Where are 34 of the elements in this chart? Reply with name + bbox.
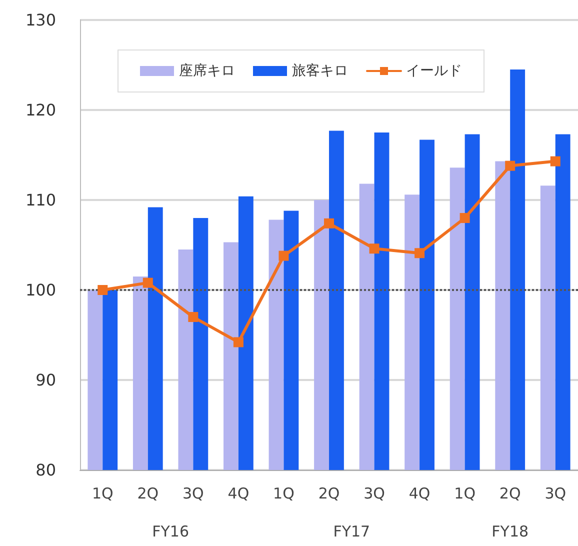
y-tick-label: 80 — [36, 460, 56, 480]
text: FY17 — [333, 522, 370, 540]
point — [505, 160, 516, 171]
x-tick-label: 1Q — [273, 484, 294, 502]
text: FY18 — [492, 522, 529, 540]
point — [460, 213, 470, 223]
x-tick-label: 1Q — [454, 484, 476, 502]
x-tick-label: 3Q — [182, 484, 204, 502]
text: FY16 — [152, 522, 189, 540]
point — [278, 250, 289, 261]
point — [188, 312, 198, 322]
legend-label: 旅客キロ — [292, 63, 348, 79]
point — [324, 218, 334, 228]
x-tick-label: 2Q — [499, 484, 521, 502]
point — [98, 285, 108, 295]
x-tick-label: 3Q — [544, 484, 566, 502]
x-tick-label: 2Q — [318, 484, 340, 502]
y-tick-label: 110 — [25, 190, 56, 210]
point — [233, 337, 244, 348]
y-tick-label: 120 — [25, 100, 56, 120]
x-tick-label: 4Q — [228, 484, 250, 502]
point — [414, 248, 425, 258]
x-tick-label: 4Q — [408, 484, 430, 502]
point — [369, 244, 380, 254]
y-tick-label: 100 — [25, 280, 56, 300]
point — [550, 156, 560, 166]
legend-label: 座席キロ — [179, 63, 235, 79]
x-tick-label: 2Q — [137, 484, 159, 502]
x-tick-label: 1Q — [92, 484, 114, 502]
y-tick-label: 90 — [36, 370, 56, 390]
point — [142, 278, 153, 288]
legend-label: イールド — [406, 63, 462, 79]
x-tick-label: 3Q — [364, 484, 385, 502]
y-tick-label: 130 — [25, 10, 56, 30]
